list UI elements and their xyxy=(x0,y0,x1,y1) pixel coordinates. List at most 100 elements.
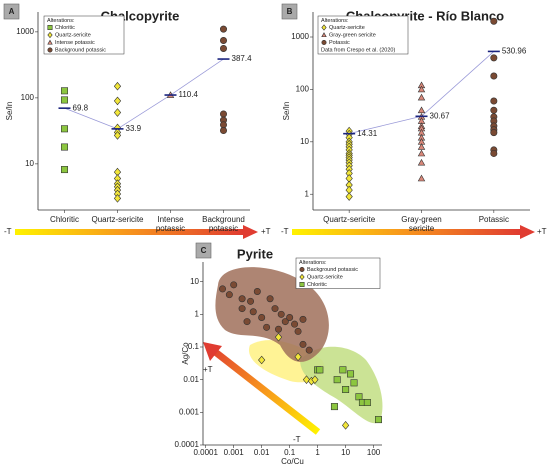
point xyxy=(342,386,350,394)
point xyxy=(271,305,279,313)
annotation: -T xyxy=(293,435,301,444)
panel-letter: B xyxy=(287,7,293,16)
point xyxy=(274,332,283,342)
legend-marker xyxy=(299,273,305,281)
point xyxy=(417,149,426,157)
point xyxy=(294,352,302,362)
legend-label: Quartz-sericite xyxy=(329,25,365,31)
point xyxy=(60,125,68,133)
point xyxy=(311,375,319,384)
point xyxy=(345,192,353,201)
legend-marker xyxy=(47,31,53,39)
point xyxy=(253,288,261,296)
x-tick-label: sericite xyxy=(409,224,435,233)
point xyxy=(113,131,122,140)
point xyxy=(220,36,228,44)
mean-label: 33.9 xyxy=(126,124,142,133)
y-tick-label: 10 xyxy=(25,159,34,168)
point xyxy=(355,393,363,401)
y-tick-label: 0.01 xyxy=(183,375,199,384)
legend-marker xyxy=(299,281,305,287)
point xyxy=(113,96,122,106)
mean-line xyxy=(64,58,224,130)
y-tick-label: 100 xyxy=(21,93,35,102)
point xyxy=(417,85,426,93)
legend-title: Alterations: xyxy=(321,18,349,24)
legend-label: Intense potassic xyxy=(55,40,95,46)
panel-letter-box xyxy=(3,3,20,20)
legend-marker xyxy=(47,39,53,45)
y-tick-label: 1 xyxy=(195,309,200,318)
point xyxy=(249,308,257,316)
point xyxy=(417,158,426,166)
point xyxy=(230,281,238,289)
x-tick-label: Chloritic xyxy=(50,215,79,224)
panel-letter-box xyxy=(195,242,212,259)
x-tick-label: potassic xyxy=(156,224,185,233)
legend-box xyxy=(295,257,381,289)
point xyxy=(490,97,498,105)
panel-letter: C xyxy=(201,246,207,255)
point xyxy=(219,285,227,293)
point xyxy=(350,379,358,387)
annotation: -T xyxy=(4,227,12,236)
mean-label: 387.4 xyxy=(232,54,253,63)
temperature-arrow-c xyxy=(203,342,321,435)
point xyxy=(299,340,307,348)
point xyxy=(490,129,498,137)
legend-title: Alterations: xyxy=(47,18,75,24)
point xyxy=(291,320,299,328)
y-tick-label: 10 xyxy=(190,277,199,286)
legend-marker xyxy=(299,266,305,272)
legend-marker xyxy=(321,39,327,45)
point xyxy=(490,54,498,62)
x-tick-label: 100 xyxy=(367,448,381,457)
annotation: +T xyxy=(261,227,271,236)
point xyxy=(363,398,371,406)
legend-label: Chloritic xyxy=(55,25,75,31)
point xyxy=(258,355,266,365)
legend-title: Alterations: xyxy=(299,260,327,266)
point xyxy=(113,81,122,91)
legend-box xyxy=(317,15,409,55)
legend-marker xyxy=(47,47,53,53)
chart-title: Pyrite xyxy=(237,246,273,261)
mean-label: 69.8 xyxy=(73,103,89,112)
y-axis-label: Se/In xyxy=(282,102,291,121)
mean-label: 110.4 xyxy=(179,90,199,99)
legend-marker xyxy=(321,32,327,38)
x-tick-label: Gray-green xyxy=(401,215,441,224)
temperature-arrow-b xyxy=(292,225,535,239)
x-tick-label: Potassic xyxy=(479,215,509,224)
point xyxy=(220,110,228,118)
point xyxy=(316,366,324,374)
point xyxy=(339,366,347,374)
point xyxy=(225,291,233,299)
x-tick-label: 0.001 xyxy=(224,448,245,457)
legend-marker xyxy=(321,24,327,31)
x-tick-label: potassic xyxy=(209,224,238,233)
y-axis-label: Se/In xyxy=(5,102,14,121)
point xyxy=(302,375,311,384)
mean-label: 530.96 xyxy=(502,47,527,56)
x-tick-label: Quartz-sericite xyxy=(323,215,376,224)
panel-letter: A xyxy=(9,7,15,16)
x-tick-label: Quartz-sericite xyxy=(91,215,144,224)
point xyxy=(490,106,498,114)
y-tick-label: 100 xyxy=(296,85,310,94)
point xyxy=(417,106,426,114)
point xyxy=(417,93,426,101)
point xyxy=(243,318,251,326)
y-tick-label: 1 xyxy=(305,189,310,198)
point xyxy=(490,17,498,25)
point xyxy=(220,25,228,33)
legend-box xyxy=(43,15,125,55)
point xyxy=(342,421,350,430)
x-tick-label: 0.1 xyxy=(284,448,296,457)
x-tick-label: 10 xyxy=(341,448,350,457)
annotation: +T xyxy=(537,227,547,236)
point xyxy=(490,149,498,157)
point xyxy=(220,44,228,52)
legend-label: Quartz-sericite xyxy=(307,274,343,280)
